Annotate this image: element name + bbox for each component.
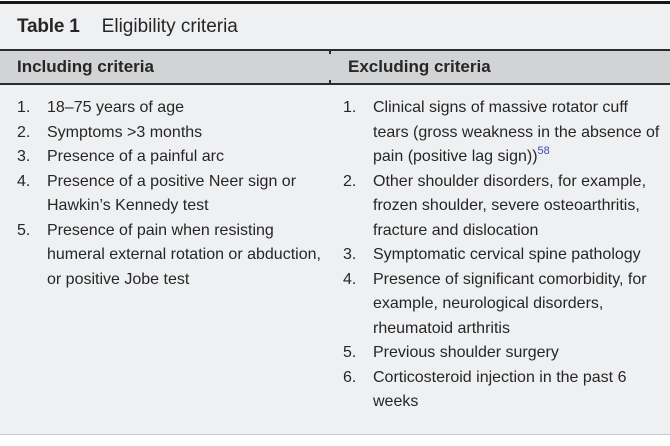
- criteria-item-text: Presence of significant comorbidity, for…: [373, 270, 647, 337]
- column-divider-tick-bottom: [329, 80, 331, 83]
- criteria-item: 4. Presence of significant comorbidity, f…: [343, 268, 660, 342]
- criteria-item-number: 3.: [17, 148, 31, 165]
- excluding-criteria-list: 1. Clinical signs of massive rotator cuff…: [343, 96, 660, 415]
- table-body: 1. 18–75 years of age 2. Symptoms >3 months…: [0, 85, 670, 434]
- criteria-item: 5. Presence of pain when resisting humera…: [17, 219, 329, 293]
- criteria-item: 4. Presence of a positive Neer sign or Ha…: [17, 170, 329, 219]
- criteria-item-text: Previous shoulder surgery: [373, 344, 559, 361]
- criteria-item-number: 5.: [17, 221, 31, 239]
- criteria-item-number: 2.: [17, 123, 31, 141]
- criteria-item: 1. Clinical signs of massive rotator cuff…: [343, 96, 660, 170]
- criteria-item-text: Symptoms >3 months: [47, 123, 203, 141]
- criteria-item-text: Corticosteroid injection in the past 6 w…: [373, 368, 627, 411]
- column-header-including: Including criteria: [17, 57, 154, 76]
- header-background: [0, 49, 670, 85]
- criteria-item-number: 1.: [343, 99, 357, 116]
- caption-background: [0, 4, 670, 49]
- criteria-item: 2. Other shoulder disorders, for example,…: [343, 170, 660, 244]
- criteria-item-text: Other shoulder disorders, for example, f…: [373, 172, 647, 239]
- body-background: [0, 85, 670, 434]
- table-header-row: Including criteria Excluding criteria: [0, 49, 670, 85]
- criteria-item-number: 4.: [343, 270, 357, 288]
- table-title: Eligibility criteria: [101, 15, 238, 37]
- criteria-item-number: 2.: [343, 172, 357, 190]
- criteria-item: 6. Corticosteroid injection in the past 6…: [343, 366, 660, 415]
- column-header-excluding: Excluding criteria: [348, 57, 491, 76]
- table-number-label: Table 1: [17, 15, 80, 37]
- table-top-rule: [0, 1, 670, 4]
- including-criteria-list: 1. 18–75 years of age 2. Symptoms >3 months…: [17, 96, 329, 292]
- criteria-item: 3. Symptomatic cervical spine pathology: [343, 243, 660, 268]
- criteria-item-number: 6.: [343, 368, 357, 386]
- criteria-item-text: Presence of a positive Neer sign or Hawk…: [47, 172, 297, 215]
- table-caption: Table 1 Eligibility criteria: [0, 4, 670, 49]
- criteria-item-text: Presence of pain when resisting humeral …: [47, 221, 321, 288]
- criteria-item-number: 4.: [17, 172, 31, 190]
- criteria-item: 3. Presence of a painful arc: [17, 145, 329, 170]
- criteria-item-number: 3.: [343, 246, 357, 263]
- criteria-item: 2. Symptoms >3 months: [17, 121, 329, 146]
- criteria-item: 1. 18–75 years of age: [17, 96, 329, 121]
- criteria-item-text: Clinical signs of massive rotator cuff t…: [373, 99, 660, 165]
- column-divider-tick-top: [329, 51, 331, 54]
- citation-reference-link[interactable]: 58: [537, 144, 550, 157]
- table-bottom-rule: [0, 434, 670, 435]
- criteria-item: 5. Previous shoulder surgery: [343, 341, 660, 366]
- criteria-item-number: 5.: [343, 344, 357, 361]
- criteria-item-text: Presence of a painful arc: [47, 148, 224, 165]
- criteria-item-text: Symptomatic cervical spine pathology: [373, 246, 641, 263]
- criteria-item-text: 18–75 years of age: [47, 99, 184, 116]
- criteria-item-number: 1.: [17, 99, 31, 116]
